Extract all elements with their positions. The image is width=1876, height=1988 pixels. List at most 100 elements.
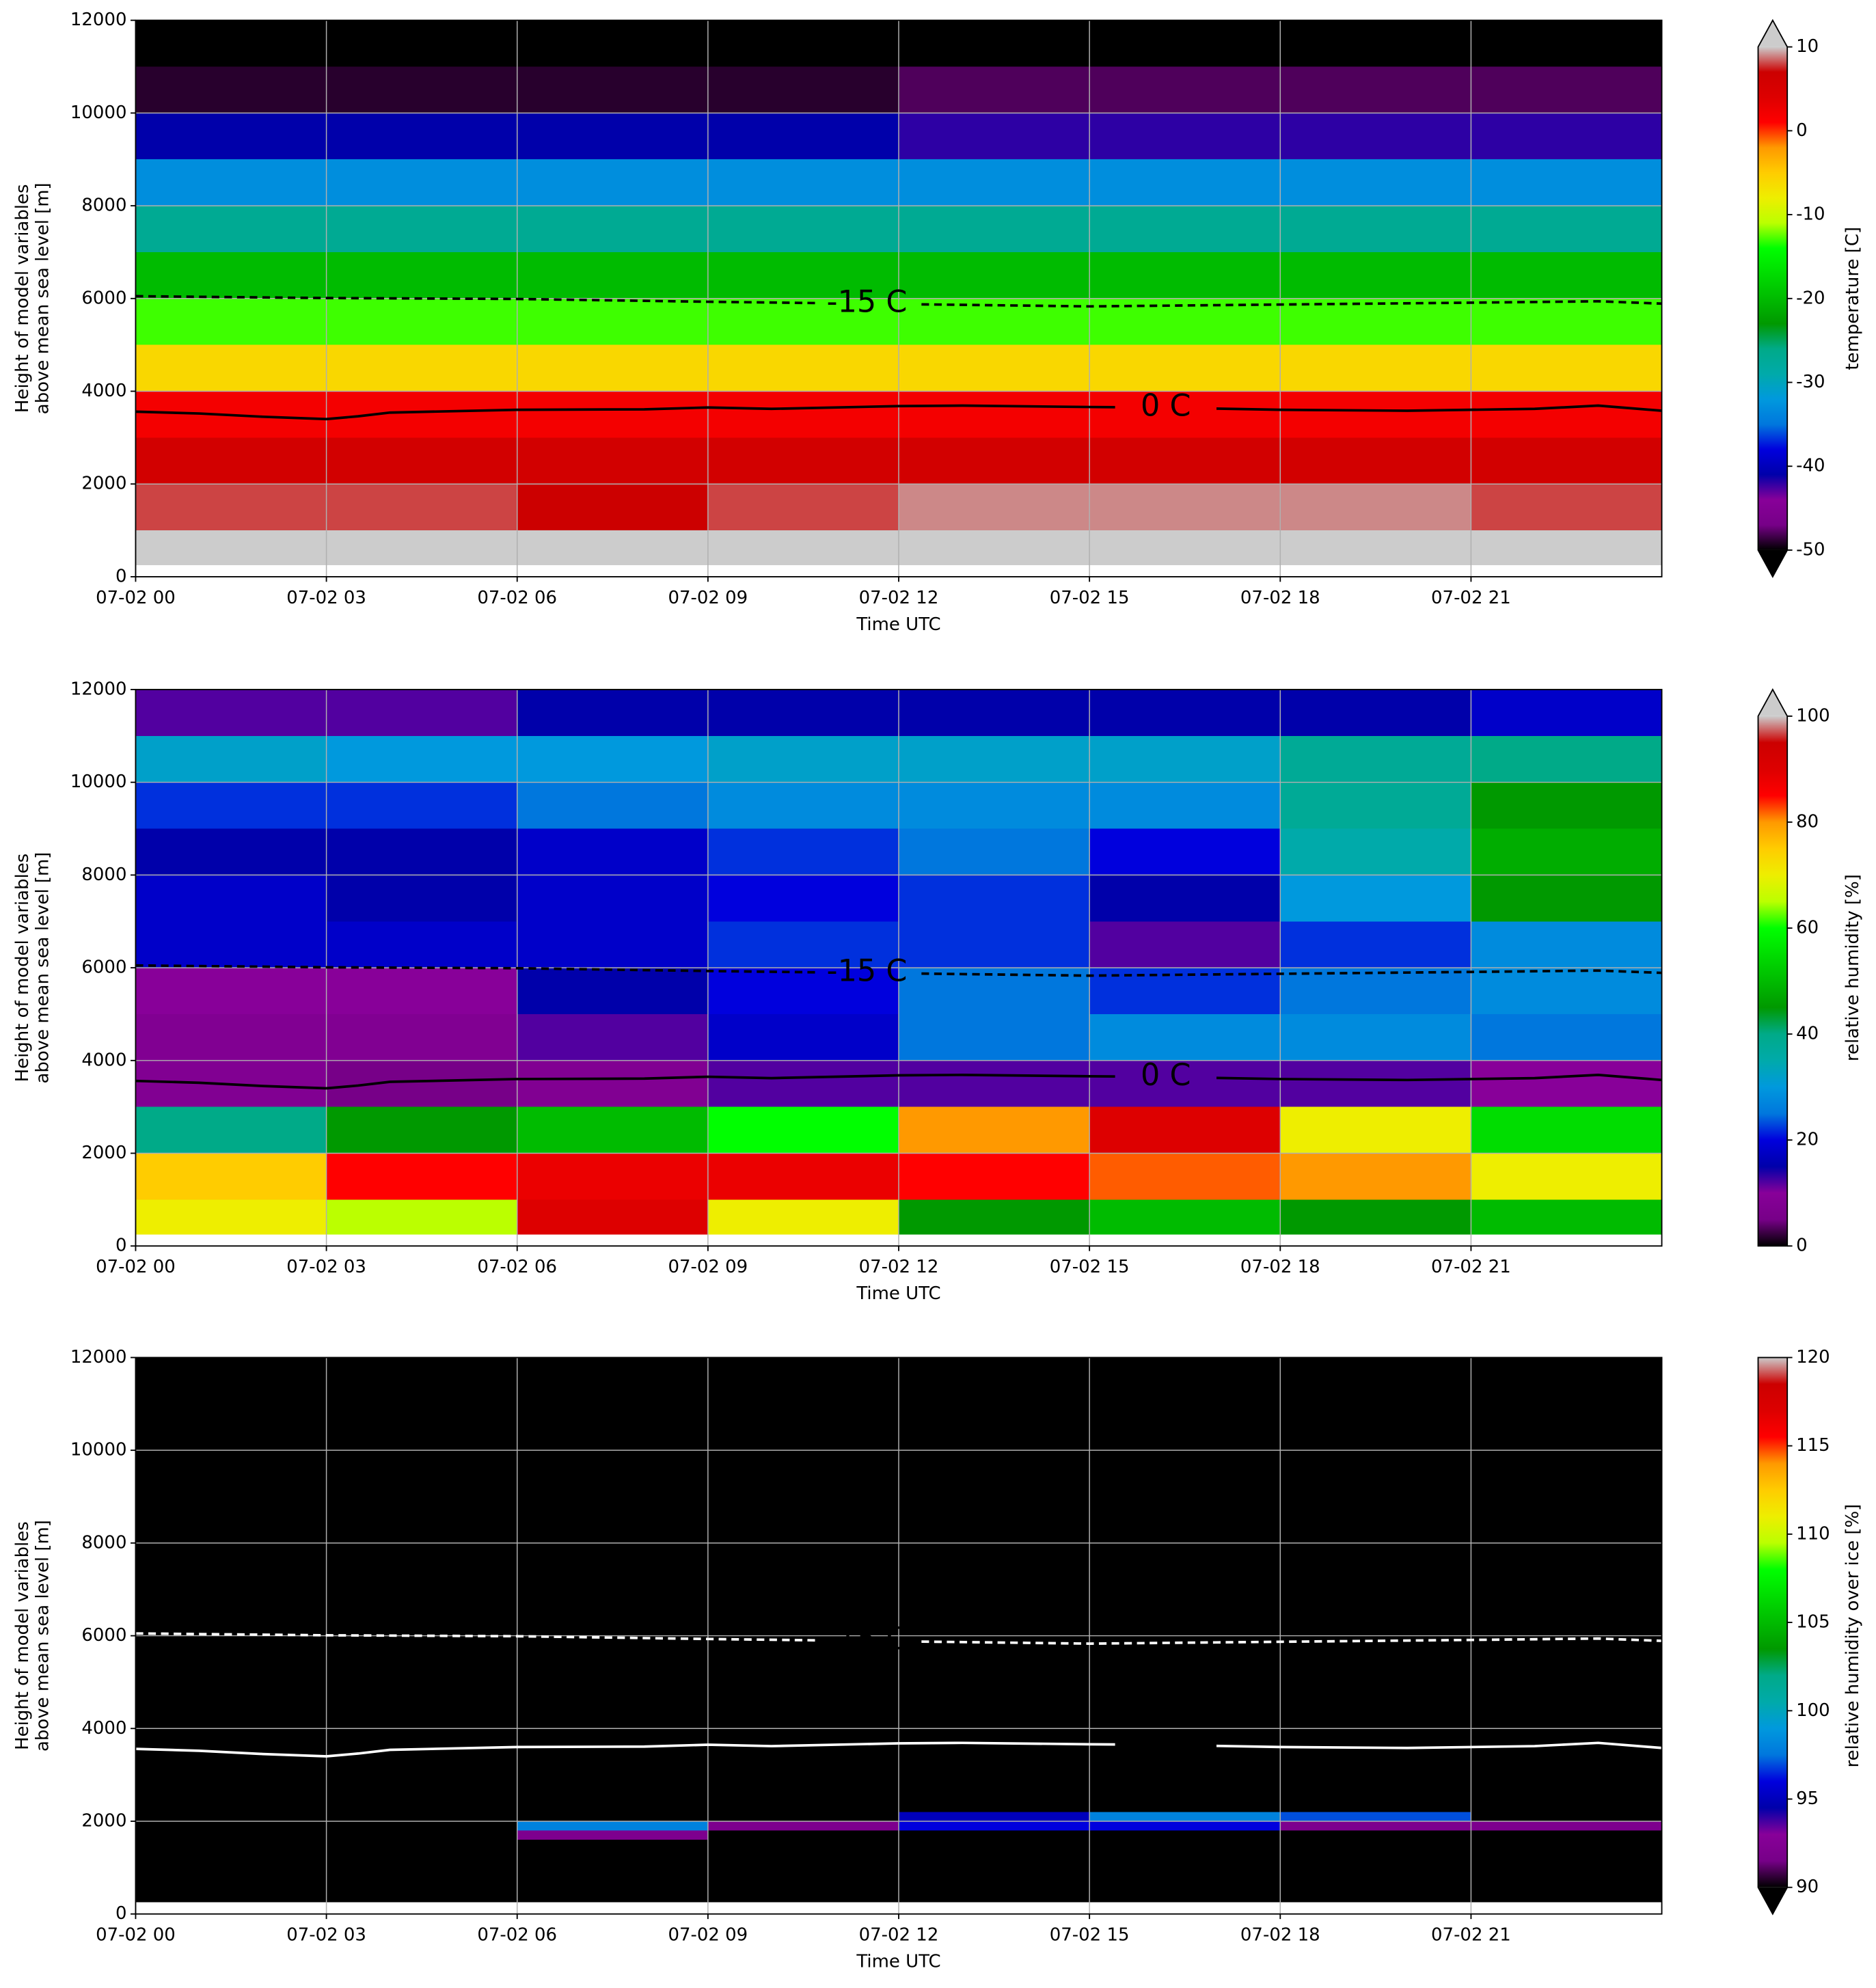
heatmap-cell bbox=[707, 828, 899, 875]
heatmap-cell bbox=[326, 1830, 517, 1840]
heatmap-cell bbox=[326, 344, 517, 392]
heatmap-cell bbox=[1471, 782, 1662, 829]
y-tick-label: 12000 bbox=[70, 1347, 127, 1367]
y-tick-label: 4000 bbox=[81, 1050, 126, 1070]
heatmap-cell bbox=[326, 1812, 517, 1821]
heatmap-cell bbox=[707, 1812, 899, 1821]
heatmap-cell bbox=[707, 1060, 899, 1107]
heatmap-cell bbox=[517, 530, 708, 565]
heatmap-cell bbox=[899, 1840, 1090, 1903]
heatmap-cell bbox=[1280, 921, 1471, 968]
heatmap-cell bbox=[326, 1153, 517, 1200]
heatmap-cell bbox=[1089, 391, 1281, 438]
colorbar-tick-label: -50 bbox=[1796, 539, 1825, 560]
heatmap-cell bbox=[899, 1060, 1090, 1107]
heatmap-cell bbox=[326, 159, 517, 206]
heatmap-cell bbox=[517, 689, 708, 736]
heatmap-cell bbox=[1089, 1357, 1281, 1812]
heatmap-cell bbox=[1089, 20, 1281, 67]
heatmap-cell bbox=[1089, 437, 1281, 485]
colorbar-tick-label: 95 bbox=[1796, 1788, 1819, 1809]
x-axis-label: Time UTC bbox=[856, 1283, 940, 1304]
heatmap-cell bbox=[135, 530, 327, 565]
colorbar-tick-label: 20 bbox=[1796, 1130, 1819, 1150]
y-axis-label: above mean sea level [m] bbox=[33, 1520, 53, 1752]
heatmap-cell bbox=[899, 689, 1090, 736]
heatmap-cell bbox=[326, 113, 517, 160]
heatmap-cell bbox=[1280, 484, 1471, 531]
colorbar-tick-label: -10 bbox=[1796, 204, 1825, 225]
heatmap-cell bbox=[1089, 689, 1281, 736]
heatmap-cell bbox=[1089, 968, 1281, 1014]
heatmap-cell bbox=[135, 968, 327, 1014]
x-tick-label: 07-02 15 bbox=[1050, 588, 1130, 608]
heatmap-cell bbox=[1471, 298, 1662, 345]
heatmap-cell bbox=[1280, 391, 1471, 438]
heatmap-cell bbox=[1471, 530, 1662, 565]
heatmap-cell bbox=[1280, 530, 1471, 565]
x-tick-label: 07-02 21 bbox=[1431, 588, 1511, 608]
heatmap-cell bbox=[1089, 1821, 1281, 1831]
heatmap-cell bbox=[899, 1106, 1090, 1154]
y-tick-label: 4000 bbox=[81, 381, 126, 401]
y-axis-label: above mean sea level [m] bbox=[33, 182, 53, 414]
heatmap-cell bbox=[326, 66, 517, 113]
heatmap-cell bbox=[1280, 251, 1471, 299]
contour-line bbox=[135, 404, 1662, 421]
heatmap-cell bbox=[707, 1840, 899, 1903]
heatmap-cell bbox=[899, 391, 1090, 438]
heatmap-cell bbox=[899, 206, 1090, 252]
heatmap-cell bbox=[517, 782, 708, 829]
contour-label: 0 C bbox=[1141, 1058, 1191, 1093]
heatmap-cell bbox=[707, 159, 899, 206]
colorbar-tick-label: 10 bbox=[1796, 36, 1819, 57]
x-tick-label: 07-02 06 bbox=[477, 1257, 557, 1277]
heatmap-cell bbox=[1471, 921, 1662, 968]
heatmap-cell bbox=[135, 1199, 327, 1235]
heatmap-cell bbox=[135, 206, 327, 252]
heatmap-cell bbox=[899, 298, 1090, 345]
heatmap-cell bbox=[517, 159, 708, 206]
heatmap-cell bbox=[1089, 1153, 1281, 1200]
heatmap-cell bbox=[899, 113, 1090, 160]
heatmap-cell bbox=[326, 530, 517, 565]
colorbar-tick-label: 90 bbox=[1796, 1877, 1819, 1897]
x-tick-label: 07-02 15 bbox=[1050, 1257, 1130, 1277]
heatmap-cell bbox=[1280, 1060, 1471, 1107]
heatmap-cell bbox=[1471, 1830, 1662, 1840]
x-tick-label: 07-02 18 bbox=[1240, 588, 1320, 608]
heatmap-cell bbox=[707, 921, 899, 968]
heatmap-cell bbox=[1280, 1013, 1471, 1061]
colorbar-tick-label: -40 bbox=[1796, 456, 1825, 476]
heatmap-cell bbox=[899, 1153, 1090, 1200]
heatmap-cell bbox=[135, 735, 327, 782]
heatmap-cell bbox=[707, 20, 899, 67]
heatmap-cell bbox=[899, 875, 1090, 922]
y-tick-label: 0 bbox=[115, 566, 127, 586]
colorbar-extend-max bbox=[1758, 20, 1788, 47]
y-tick-label: 6000 bbox=[81, 957, 126, 978]
heatmap-cell bbox=[1280, 828, 1471, 875]
x-axis-label: Time UTC bbox=[856, 1952, 940, 1972]
heatmap-cell bbox=[899, 1013, 1090, 1061]
heatmap-cell bbox=[1471, 66, 1662, 113]
colorbar-tick-label: 40 bbox=[1796, 1024, 1819, 1044]
y-tick-label: 4000 bbox=[81, 1718, 126, 1739]
heatmap-cell bbox=[1471, 437, 1662, 485]
heatmap-cell bbox=[1471, 1812, 1662, 1821]
heatmap-cell bbox=[1471, 735, 1662, 782]
heatmap-cell bbox=[1089, 530, 1281, 565]
x-tick-label: 07-02 21 bbox=[1431, 1925, 1511, 1946]
heatmap-cell bbox=[1089, 921, 1281, 968]
colorbar bbox=[1758, 1357, 1788, 1888]
heatmap-cell bbox=[1471, 1060, 1662, 1107]
x-tick-label: 07-02 00 bbox=[96, 1257, 176, 1277]
heatmap-cell bbox=[707, 66, 899, 113]
heatmap-cell bbox=[1471, 113, 1662, 160]
heatmap-cell bbox=[326, 298, 517, 345]
heatmap-cell bbox=[899, 66, 1090, 113]
heatmap-cell bbox=[1280, 113, 1471, 160]
heatmap-cell bbox=[517, 391, 708, 438]
colorbar-tick-label: 100 bbox=[1796, 1700, 1830, 1721]
x-tick-label: 07-02 15 bbox=[1050, 1925, 1130, 1946]
